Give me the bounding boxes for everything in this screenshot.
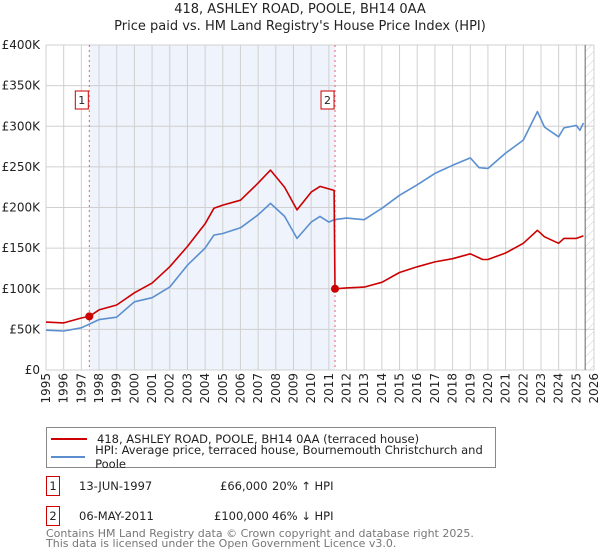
x-tick-label: 2010 (304, 373, 318, 404)
x-tick-label: 2003 (180, 373, 194, 404)
sale-price: £66,000 (220, 479, 268, 493)
y-tick-label: £250K (2, 160, 42, 174)
x-tick-label: 2024 (552, 373, 566, 404)
sale-hpi-diff: 20% ↑ HPI (272, 479, 334, 493)
sale-date: 06-MAY-2011 (79, 509, 154, 523)
y-tick-label: £400K (2, 38, 42, 52)
legend: 418, ASHLEY ROAD, POOLE, BH14 0AA (terra… (46, 427, 496, 471)
sale-row: 1 13-JUN-1997 £66,000 20% ↑ HPI (46, 476, 546, 496)
y-tick-label: £350K (2, 79, 42, 93)
x-tick-label: 2004 (198, 373, 212, 404)
property-price-line (45, 169, 584, 324)
chart-subtitle: Price paid vs. HM Land Registry's House … (114, 19, 486, 34)
x-tick-label: 2012 (340, 373, 354, 404)
sale-label-text: 1 (78, 94, 85, 107)
sale-label-text: 2 (324, 94, 331, 107)
x-tick-label: 2021 (499, 373, 513, 404)
legend-item-hpi: HPI: Average price, terraced house, Bour… (51, 443, 495, 471)
price-chart: 1995 1996 1997 1998 1999 2000 2001 2002 2003 2004… (2, 38, 600, 404)
x-tick-label: 2019 (463, 373, 477, 404)
footer-licence: This data is licensed under the Open Gov… (46, 537, 397, 550)
y-tick-label: £0 (25, 363, 40, 377)
sale-row: 2 06-MAY-2011 £100,000 46% ↓ HPI (46, 506, 546, 526)
sale-label-box: 2 (320, 90, 335, 110)
y-tick-label: £150K (2, 241, 42, 255)
x-tick-label: 2013 (357, 373, 371, 404)
x-tick-label: 2002 (163, 373, 177, 404)
x-tick-label: 2018 (446, 373, 460, 404)
sale-marker-box: 2 (46, 506, 60, 526)
legend-swatch-hpi (51, 456, 86, 458)
x-tick-label: 2016 (410, 373, 424, 404)
hpi-line (45, 110, 585, 332)
x-tick-label: 1998 (92, 373, 106, 404)
x-tick-label: 2005 (216, 373, 230, 404)
sale-hpi-diff: 46% ↓ HPI (272, 509, 334, 523)
x-tick-label: 2001 (145, 373, 159, 404)
x-tick-label: 2026 (587, 373, 600, 404)
x-tick-label: 1995 (39, 373, 53, 404)
x-tick-label: 2014 (375, 373, 389, 404)
x-tick-label: 2009 (286, 373, 300, 404)
x-tick-label: 2000 (127, 373, 141, 404)
legend-label-property: 418, ASHLEY ROAD, POOLE, BH14 0AA (terra… (97, 432, 420, 446)
x-tick-label: 2023 (534, 373, 548, 404)
sale-date: 13-JUN-1997 (79, 479, 153, 493)
x-tick-label: 2017 (428, 373, 442, 404)
footer-copyright: Contains HM Land Registry data © Crown c… (46, 527, 474, 540)
footer: Contains HM Land Registry data © Crown c… (46, 527, 474, 550)
x-tick-label: 1996 (57, 373, 71, 404)
chart-title: 418, ASHLEY ROAD, POOLE, BH14 0AA (174, 2, 426, 17)
legend-item-property: 418, ASHLEY ROAD, POOLE, BH14 0AA (terra… (51, 431, 419, 447)
sale-point (85, 312, 94, 321)
sale-label-box: 1 (74, 90, 89, 110)
y-tick-label: £300K (2, 119, 42, 133)
x-tick-label: 2015 (393, 373, 407, 404)
x-tick-label: 2025 (569, 373, 583, 404)
x-tick-label: 2006 (233, 373, 247, 404)
legend-label-hpi: HPI: Average price, terraced house, Bour… (95, 443, 483, 471)
x-tick-label: 2007 (251, 373, 265, 404)
y-tick-label: £100K (2, 282, 42, 296)
sale-marker-box: 1 (46, 476, 60, 496)
y-tick-label: £200K (2, 201, 42, 215)
sale-label-rect (74, 90, 89, 110)
sale-label-rect (320, 90, 335, 110)
x-tick-label: 2011 (322, 373, 336, 404)
x-tick-label: 2008 (269, 373, 283, 404)
sale-point (331, 284, 340, 293)
y-tick-label: £50K (9, 322, 41, 336)
x-tick-label: 1999 (110, 373, 124, 404)
x-tick-label: 1997 (74, 373, 88, 404)
legend-swatch-property (51, 438, 87, 440)
x-tick-label: 2022 (516, 373, 530, 404)
sale-price: £100,000 (214, 509, 269, 523)
x-tick-label: 2020 (481, 373, 495, 404)
